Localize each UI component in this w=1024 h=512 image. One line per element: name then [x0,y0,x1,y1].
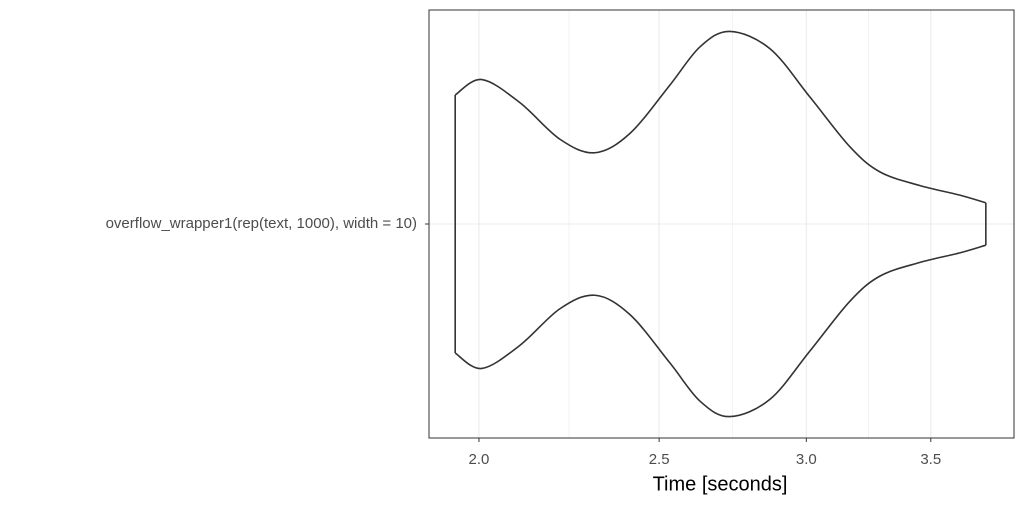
x-tick-label: 3.0 [796,451,817,468]
violin-lower [454,244,987,418]
grid [429,10,1014,438]
x-tick-label: 2.0 [469,451,490,468]
marks [454,30,987,418]
x-tick-label: 3.5 [920,451,941,468]
x-axis-title: Time [seconds] [653,473,788,495]
violin-upper [454,30,987,204]
x-tick-label: 2.5 [649,451,670,468]
y-tick-label: overflow_wrapper1(rep(text, 1000), width… [106,215,417,232]
